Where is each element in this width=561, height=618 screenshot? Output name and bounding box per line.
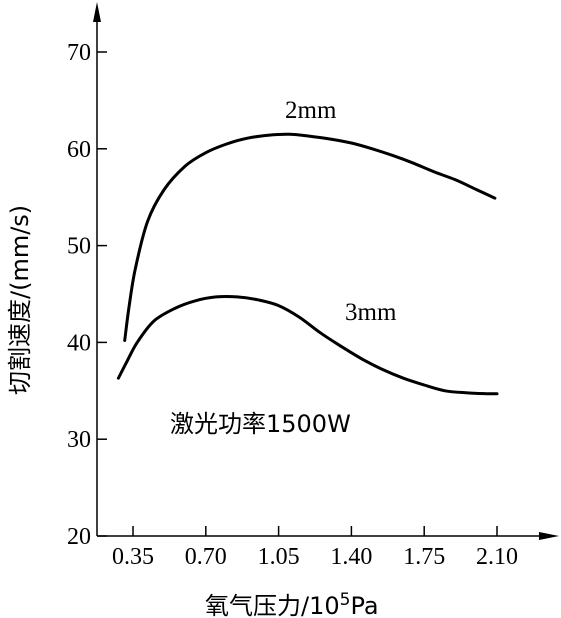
series-label-2mm: 2mm [285, 97, 337, 124]
x-ticks: 0.35 0.70 1.05 1.40 1.75 2.10 [112, 526, 518, 570]
y-tick-label: 50 [67, 234, 91, 260]
y-tick-label: 70 [67, 40, 91, 66]
y-tick-label: 60 [67, 137, 91, 163]
x-tick-label: 0.70 [185, 544, 227, 570]
axes [93, 2, 559, 540]
annotation-laser-power: 激光功率1500W [170, 410, 351, 438]
series-line-3mm [116, 294, 499, 396]
x-tick-label: 1.75 [403, 544, 445, 570]
y-axis-title: 切割速度/(mm/s) [6, 205, 34, 395]
x-tick-label: 2.10 [476, 544, 518, 570]
y-ticks: 20 30 40 50 60 70 [67, 40, 107, 550]
x-tick-label: 1.40 [330, 544, 372, 570]
y-tick-label: 30 [67, 427, 91, 453]
y-axis-arrow [93, 2, 101, 22]
x-axis-arrow [539, 532, 559, 540]
x-tick-label: 1.05 [258, 544, 300, 570]
series-line-2mm [123, 132, 497, 342]
series-label-3mm: 3mm [345, 299, 397, 326]
y-tick-label: 20 [67, 524, 91, 550]
y-tick-label: 40 [67, 330, 91, 356]
x-axis-title: 氧气压力/105Pa [205, 590, 379, 618]
x-tick-label: 0.35 [112, 544, 154, 570]
series-layer [116, 132, 499, 396]
